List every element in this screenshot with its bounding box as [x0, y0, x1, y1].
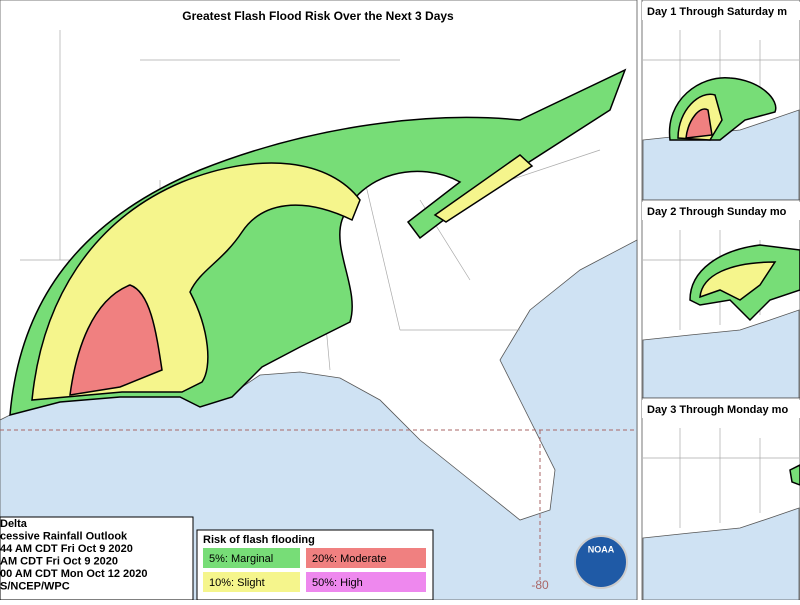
legend-swatch — [203, 572, 300, 592]
logo-text: NOAA — [588, 544, 615, 554]
panel-title: Day 1 Through Saturday m — [647, 6, 787, 18]
noaa-logo — [574, 535, 628, 589]
info-line: 00 AM CDT Mon Oct 12 2020 — [0, 568, 148, 580]
info-line: S/NCEP/WPC — [0, 580, 70, 592]
legend-label: 50%: High — [312, 577, 363, 589]
info-line: 44 AM CDT Fri Oct 9 2020 — [0, 543, 133, 555]
main-map: Greatest Flash Flood Risk Over the Next … — [0, 0, 638, 601]
risk-area-slight-east — [433, 154, 534, 223]
legend-title: Risk of flash flooding — [203, 534, 315, 546]
panel-title-bg — [642, 2, 800, 20]
legend-swatch — [306, 572, 426, 592]
legend-label: 5%: Marginal — [209, 553, 273, 565]
legend-items: 5%: Marginal 20%: Moderate 10%: Slight 50%:… — [203, 548, 426, 592]
panel-title-bg — [642, 400, 800, 418]
risk-area-moderate — [69, 284, 163, 396]
legend-swatch — [306, 548, 426, 568]
longitude-label: -80 — [531, 578, 549, 592]
panel-title-bg — [642, 202, 800, 220]
panel-title: Day 3 Through Monday mo — [647, 404, 788, 416]
info-line: AM CDT Fri Oct 9 2020 — [0, 555, 118, 567]
map-title: Greatest Flash Flood Risk Over the Next … — [182, 9, 454, 23]
panel-risk-area — [685, 108, 713, 139]
legend-label: 20%: Moderate — [312, 553, 387, 565]
panel-title: Day 2 Through Sunday mo — [647, 206, 787, 218]
panel-risk-area — [699, 261, 777, 301]
panel-borders — [643, 428, 799, 528]
side-panels: Day 1 Through Saturday m Day 2 Through Su… — [641, 0, 800, 601]
legend-swatch — [203, 548, 300, 568]
panel-risk-area — [789, 464, 800, 486]
legend-label: 10%: Slight — [209, 577, 265, 589]
info-line: Delta — [0, 518, 28, 530]
info-line: cessive Rainfall Outlook — [0, 530, 128, 542]
